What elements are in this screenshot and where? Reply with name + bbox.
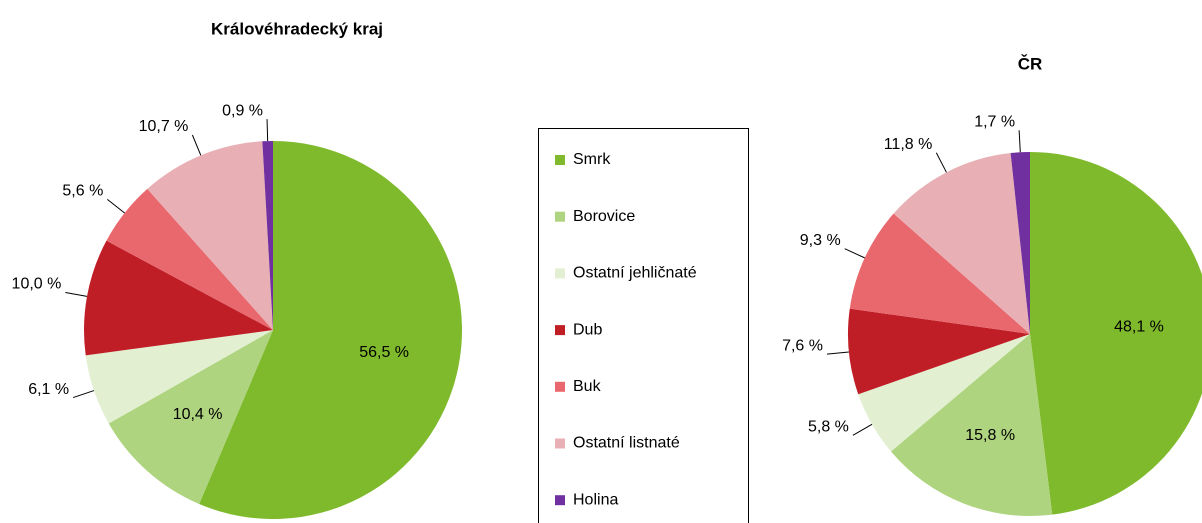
pie-slice [847, 308, 1030, 395]
data-label: 48,1 % [1114, 319, 1164, 336]
pie-slice [199, 141, 463, 519]
data-label: 10,7 % [139, 118, 189, 135]
data-label: 6,1 % [28, 381, 69, 398]
data-label: 10,0 % [12, 276, 62, 293]
pie-slice [84, 240, 273, 356]
leader-line [1018, 130, 1021, 153]
legend-swatch [555, 211, 565, 222]
pie-slice [262, 141, 273, 330]
pie-slice [849, 213, 1030, 334]
legend-swatch [555, 438, 565, 449]
legend-box [538, 128, 749, 523]
data-label: 5,6 % [62, 183, 103, 200]
legend-swatch [555, 325, 565, 336]
chart-title: ČR [1018, 54, 1043, 73]
pie-slice [858, 334, 1030, 452]
leader-line [65, 291, 88, 297]
data-label: 15,8 % [965, 427, 1015, 444]
data-label: 0,9 % [222, 102, 263, 119]
data-label: 7,6 % [782, 337, 823, 354]
leader-line [826, 351, 849, 355]
legend-label: Holina [573, 491, 618, 508]
pie-slice [106, 188, 274, 330]
leader-line [107, 198, 125, 214]
legend-label: Ostatní jehličnaté [573, 265, 697, 282]
leader-line [935, 152, 947, 173]
pie-slice [85, 330, 273, 424]
data-label: 1,7 % [974, 114, 1015, 131]
leader-line [191, 134, 202, 156]
pie-slice [1010, 152, 1030, 334]
pie-slice [1030, 152, 1202, 515]
leader-line [72, 390, 95, 399]
legend-swatch [555, 268, 565, 279]
data-label: 5,8 % [808, 418, 849, 435]
data-label: 11,8 % [884, 136, 933, 153]
legend-label: Smrk [573, 151, 611, 168]
legend-swatch [555, 155, 565, 165]
pie-slice [890, 334, 1053, 516]
leader-line [852, 423, 873, 436]
chart-title: Královéhradecký kraj [211, 19, 383, 38]
legend-label: Buk [573, 378, 602, 395]
leader-line [844, 248, 865, 259]
leader-line [266, 119, 269, 142]
legend-swatch [555, 495, 565, 506]
data-label: 10,4 % [173, 406, 223, 423]
legend-label: Borovice [573, 208, 635, 225]
pie-slice [147, 141, 273, 330]
legend-swatch [555, 381, 565, 392]
pie-slice [108, 330, 273, 504]
data-label: 56,5 % [359, 344, 409, 361]
legend-label: Ostatní listnaté [573, 435, 680, 452]
legend-label: Dub [573, 321, 602, 338]
data-label: 9,3 % [800, 232, 841, 249]
pie-slice [893, 153, 1030, 334]
